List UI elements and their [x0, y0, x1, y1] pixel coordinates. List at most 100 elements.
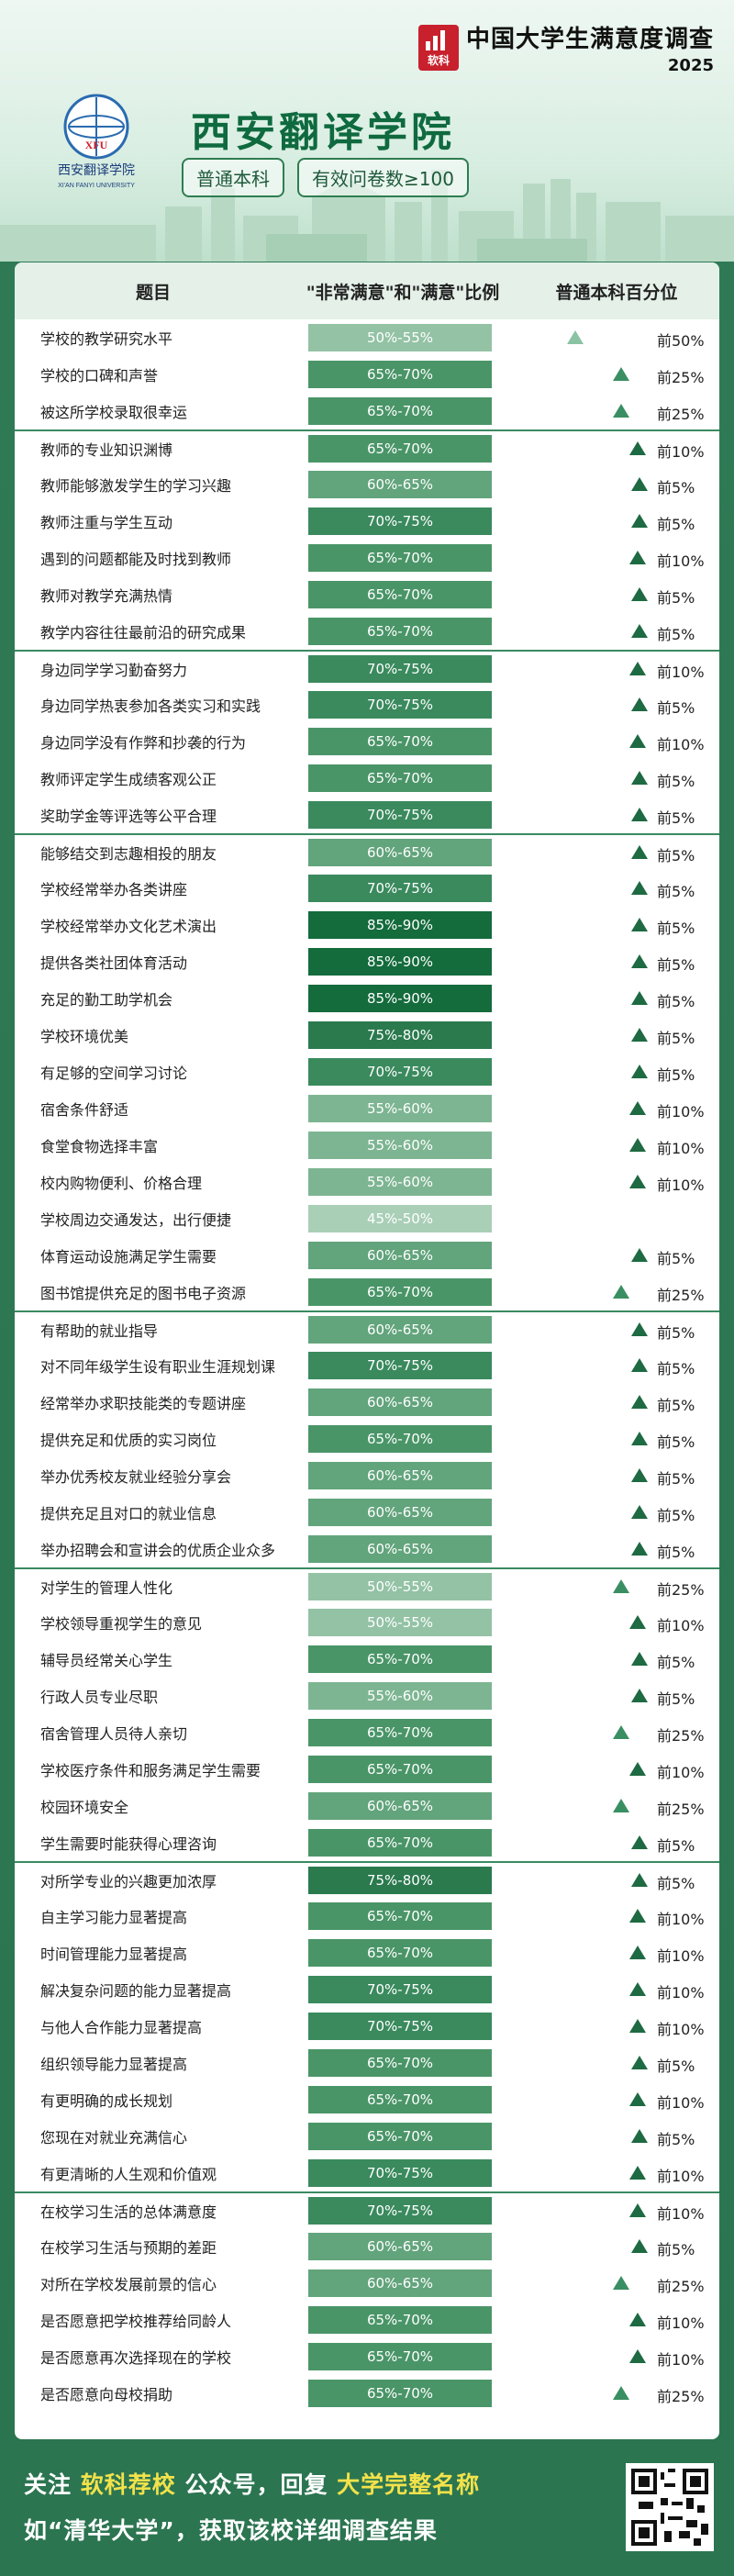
percentile-triangle-icon: [613, 1579, 629, 1593]
percentile-label: 前5%: [657, 2131, 695, 2148]
ratio-cell: 70%-75%: [308, 2159, 528, 2187]
ratio-bar: 50%-55%: [308, 1609, 492, 1636]
ratio-bar: 55%-60%: [308, 1682, 492, 1710]
percentile-triangle-icon: [613, 2386, 629, 2400]
ratio-cell: 65%-70%: [308, 2380, 528, 2407]
percentile-label: 前5%: [657, 1030, 695, 1047]
table-row: 学校领导重视学生的意见 50%-55% 前10%: [15, 1604, 719, 1641]
percentile-label: 前10%: [657, 664, 705, 681]
ratio-cell: 65%-70%: [308, 2086, 528, 2113]
table-row: 教师评定学生成绩客观公正 65%-70% 前5%: [15, 760, 719, 797]
percentile-triangle-icon: [629, 1946, 646, 1959]
question-text: 您现在对就业充满信心: [40, 2129, 188, 2147]
svg-text:XI'AN FANYI UNIVERSITY: XI'AN FANYI UNIVERSITY: [58, 183, 135, 189]
percentile-label: 前5%: [657, 1654, 695, 1671]
percentile-cell: 前5%: [528, 1494, 719, 1531]
percentile-cell: 前5%: [528, 503, 719, 540]
percentile-label: 前5%: [657, 479, 695, 496]
ratio-cell: 70%-75%: [308, 1352, 528, 1379]
question-text: 学校环境优美: [40, 1028, 129, 1045]
table-row: 学校环境优美 75%-80% 前5%: [15, 1017, 719, 1054]
ruanke-logo: 软科: [417, 25, 459, 71]
percentile-label: 前5%: [657, 2057, 695, 2075]
percentile-triangle-icon: [631, 1652, 648, 1666]
percentile-triangle-icon: [631, 1358, 648, 1372]
question-text: 提供各类社团体育活动: [40, 954, 188, 972]
percentile-label: 前10%: [657, 2314, 705, 2332]
question-text: 教学内容往往最前沿的研究成果: [40, 624, 247, 641]
percentile-label: 前10%: [657, 552, 705, 570]
percentile-label: 前10%: [657, 1140, 705, 1157]
school-logo: XFU 西安翻译学院 XI'AN FANYI UNIVERSITY: [28, 92, 165, 193]
table-row: 身边同学热衷参加各类实习和实践 70%-75% 前5%: [15, 686, 719, 723]
ratio-bar: 85%-90%: [308, 948, 492, 976]
percentile-cell: 前5%: [528, 1421, 719, 1457]
question-text: 学校领导重视学生的意见: [40, 1615, 203, 1633]
table-row: 解决复杂问题的能力显著提高 70%-75% 前10%: [15, 1971, 719, 2008]
question-text: 能够结交到志趣相投的朋友: [40, 845, 217, 863]
percentile-cell: 前25%: [528, 356, 719, 393]
percentile-cell: 前25%: [528, 1788, 719, 1824]
percentile-cell: 前10%: [528, 1898, 719, 1935]
ratio-bar: 55%-60%: [308, 1132, 492, 1159]
ratio-cell: 60%-65%: [308, 471, 528, 498]
ratio-bar: 60%-65%: [308, 2233, 492, 2260]
ratio-cell: 70%-75%: [308, 655, 528, 683]
ratio-bar: 65%-70%: [308, 1719, 492, 1746]
percentile-cell: 前5%: [528, 1054, 719, 1090]
qr-code[interactable]: [626, 2463, 714, 2551]
ratio-cell: 70%-75%: [308, 691, 528, 719]
table-row: 能够结交到志趣相投的朋友 60%-65% 前5%: [15, 833, 719, 870]
ratio-cell: 65%-70%: [308, 361, 528, 388]
ratio-bar: 65%-70%: [308, 397, 492, 425]
ratio-cell: 65%-70%: [308, 1902, 528, 1930]
percentile-cell: 前10%: [528, 2302, 719, 2338]
percentile-label: 前10%: [657, 1764, 705, 1781]
table-row: 举办优秀校友就业经验分享会 60%-65% 前5%: [15, 1457, 719, 1494]
question-text: 学校经常举办各类讲座: [40, 881, 188, 898]
ratio-cell: 65%-70%: [308, 1645, 528, 1673]
percentile-triangle-icon: [629, 1982, 646, 1996]
table-row: 学校的教学研究水平 50%-55% 前50%: [15, 319, 719, 356]
ratio-bar: 65%-70%: [308, 2343, 492, 2370]
question-text: 举办优秀校友就业经验分享会: [40, 1468, 232, 1486]
percentile-cell: 前5%: [528, 686, 719, 723]
percentile-label: 前5%: [657, 1324, 695, 1342]
question-text: 辅导员经常关心学生: [40, 1652, 173, 1669]
percentile-cell: 前5%: [528, 1237, 719, 1274]
ratio-bar: 70%-75%: [308, 655, 492, 683]
ratio-bar: 70%-75%: [308, 2197, 492, 2225]
ratio-bar: 60%-65%: [308, 1388, 492, 1416]
percentile-label: 前25%: [657, 406, 705, 423]
ratio-bar: 70%-75%: [308, 691, 492, 719]
percentile-triangle-icon: [629, 1615, 646, 1629]
ratio-cell: 65%-70%: [308, 1939, 528, 1967]
percentile-cell: 前10%: [528, 1935, 719, 1971]
percentile-cell: 前10%: [528, 2081, 719, 2118]
question-text: 时间管理能力显著提高: [40, 1946, 188, 1963]
table-row: 学校经常举办文化艺术演出 85%-90% 前5%: [15, 907, 719, 943]
table-row: 教学内容往往最前沿的研究成果 65%-70% 前5%: [15, 613, 719, 650]
ratio-bar: 65%-70%: [308, 581, 492, 608]
ratio-bar: 65%-70%: [308, 1939, 492, 1967]
table-row: 教师能够激发学生的学习兴趣 60%-65% 前5%: [15, 466, 719, 503]
percentile-cell: 前10%: [528, 651, 719, 687]
ratio-cell: 50%-55%: [308, 1573, 528, 1600]
question-text: 校内购物便利、价格合理: [40, 1175, 203, 1192]
percentile-triangle-icon: [629, 734, 646, 748]
percentile-label: 前5%: [657, 1470, 695, 1488]
question-text: 学校经常举办文化艺术演出: [40, 918, 217, 935]
percentile-triangle-icon: [631, 881, 648, 895]
brand-block: 软科 中国大学生满意度调查 2025: [417, 20, 714, 75]
percentile-cell: 前10%: [528, 1090, 719, 1127]
percentile-label: 前5%: [657, 1397, 695, 1414]
table-row: 是否愿意再次选择现在的学校 65%-70% 前10%: [15, 2338, 719, 2375]
question-text: 在校学习生活的总体满意度: [40, 2203, 217, 2221]
question-text: 遇到的问题都能及时找到教师: [40, 551, 232, 568]
percentile-cell: 前5%: [528, 466, 719, 503]
table-body: 学校的教学研究水平 50%-55% 前50% 学校的口碑和声誉 65%-70% 前25% 被…: [15, 319, 719, 2412]
ratio-bar: 65%-70%: [308, 2306, 492, 2334]
percentile-cell: 前25%: [528, 1274, 719, 1310]
ratio-bar: 70%-75%: [308, 1058, 492, 1086]
table-row: 对所在学校发展前景的信心 60%-65% 前25%: [15, 2265, 719, 2302]
